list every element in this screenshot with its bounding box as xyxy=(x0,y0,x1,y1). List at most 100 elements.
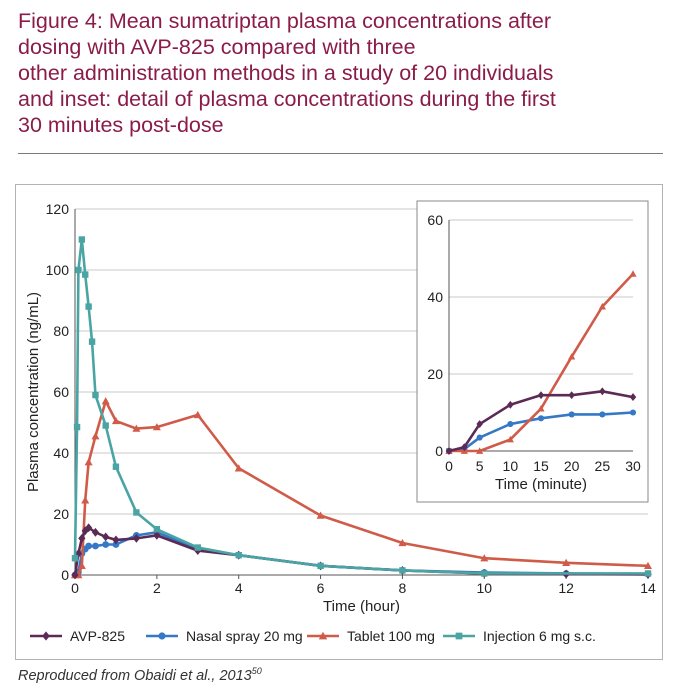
main-point xyxy=(71,570,79,580)
main-y-axis-label: Plasma concentration (ng/mL) xyxy=(25,292,42,492)
inset-point xyxy=(476,420,483,429)
legend-item: Injection 6 mg s.c. xyxy=(443,628,596,644)
main-point xyxy=(92,391,99,399)
main-point xyxy=(92,542,99,550)
inset-point xyxy=(476,434,483,441)
main-point xyxy=(91,527,100,537)
source-credit: Reproduced from Obaidi et al., 201350 xyxy=(18,666,262,684)
main-point xyxy=(644,561,652,570)
inset-x-tick-label: 5 xyxy=(476,458,484,474)
figure-title: Figure 4: Mean sumatriptan plasma concen… xyxy=(18,8,668,138)
main-point xyxy=(644,570,652,577)
main-point xyxy=(193,410,202,419)
figure-panel: 0 20 40 60 80 100 120 0 2 4 6 8 10 12 14 Time (hour) Pla… xyxy=(15,184,663,660)
main-y-tick-label: 100 xyxy=(46,262,70,278)
inset-gridlines xyxy=(449,219,633,375)
main-gridlines xyxy=(75,208,648,515)
legend-marker xyxy=(158,632,166,640)
main-point xyxy=(316,511,325,519)
main-point xyxy=(102,532,110,542)
legend-marker xyxy=(318,631,328,640)
main-point xyxy=(112,541,120,548)
main-point xyxy=(398,538,407,547)
title-line: Figure 4: Mean sumatriptan plasma concen… xyxy=(18,9,551,33)
inset-point xyxy=(629,409,637,416)
main-point xyxy=(132,424,141,432)
legend-marker xyxy=(42,631,50,641)
main-point xyxy=(480,554,489,562)
main-point xyxy=(112,535,120,545)
source-reference: 50 xyxy=(251,666,262,676)
main-point xyxy=(78,236,86,243)
main-point xyxy=(88,338,96,345)
legend-item: AVP-825 xyxy=(30,628,125,644)
main-x-tick-label: 8 xyxy=(399,580,407,596)
inset-x-tick-label: 15 xyxy=(533,458,549,474)
main-series-line xyxy=(73,238,648,575)
title-line: dosing with AVP-825 compared with three xyxy=(18,35,416,59)
main-point xyxy=(85,523,93,533)
inset-point xyxy=(506,435,514,443)
main-point xyxy=(317,562,324,570)
legend-marker xyxy=(455,632,463,640)
main-point xyxy=(153,526,161,533)
main-series xyxy=(71,397,652,579)
main-point xyxy=(234,464,243,472)
main-point xyxy=(481,570,488,577)
legend: AVP-825 Nasal spray 20 mg Tablet 100 mg Inj… xyxy=(30,628,596,644)
main-point xyxy=(81,496,90,504)
inset-y-tick-label: 60 xyxy=(427,212,443,228)
inset-series-line xyxy=(449,273,634,453)
main-point xyxy=(562,558,571,566)
inset-point xyxy=(507,420,514,428)
inset-point xyxy=(568,391,575,400)
main-x-tick-label: 12 xyxy=(558,580,574,596)
main-x-tick-label: 4 xyxy=(235,580,243,596)
main-point xyxy=(71,555,79,562)
inset-frame xyxy=(416,200,649,503)
inset-point xyxy=(476,447,484,454)
main-x-tick-label: 2 xyxy=(153,580,161,596)
main-y-tick-label: 0 xyxy=(61,567,69,583)
title-line: and inset: detail of plasma concentratio… xyxy=(18,87,556,111)
inset-x-axis-label: Time (minute) xyxy=(495,476,587,493)
main-point xyxy=(133,509,140,516)
main-x-tick-label: 10 xyxy=(476,580,492,596)
main-point xyxy=(91,432,100,440)
main-point xyxy=(102,422,109,429)
source-text: Reproduced from Obaidi et al., 2013 xyxy=(18,667,252,684)
inset-x-tick-label: 25 xyxy=(595,458,611,474)
inset-point xyxy=(568,411,575,418)
title-line: other administration methods in a study … xyxy=(18,61,554,85)
inset-point xyxy=(599,387,606,396)
main-point xyxy=(152,423,161,431)
inset-point xyxy=(599,411,606,418)
inset-point xyxy=(598,303,606,310)
main-point xyxy=(235,551,242,559)
inset-y-tick-label: 40 xyxy=(427,289,443,305)
main-point xyxy=(132,534,140,543)
main-y-tick-label: 80 xyxy=(53,323,69,339)
inset-x-tick-label: 0 xyxy=(445,458,453,474)
main-point xyxy=(84,458,93,466)
main-x-axis-label: Time (hour) xyxy=(323,598,400,615)
main-point xyxy=(77,561,86,570)
main-point xyxy=(73,423,81,431)
main-x-tick-label: 6 xyxy=(317,580,325,596)
main-point xyxy=(399,567,406,574)
inset-point xyxy=(537,391,545,400)
inset-point xyxy=(629,270,637,277)
inset-x-tick-label: 30 xyxy=(625,458,641,474)
inset-point xyxy=(507,400,514,409)
main-point xyxy=(85,542,93,550)
main-point xyxy=(112,463,120,470)
title-line: 30 minutes post-dose xyxy=(18,113,224,137)
legend-label: Tablet 100 mg xyxy=(347,628,435,644)
legend-label: AVP-825 xyxy=(70,628,125,644)
main-point xyxy=(194,544,201,551)
legend-label: Injection 6 mg s.c. xyxy=(483,628,596,644)
title-divider xyxy=(18,153,663,154)
main-point xyxy=(153,530,161,540)
main-y-tick-label: 20 xyxy=(53,506,69,522)
